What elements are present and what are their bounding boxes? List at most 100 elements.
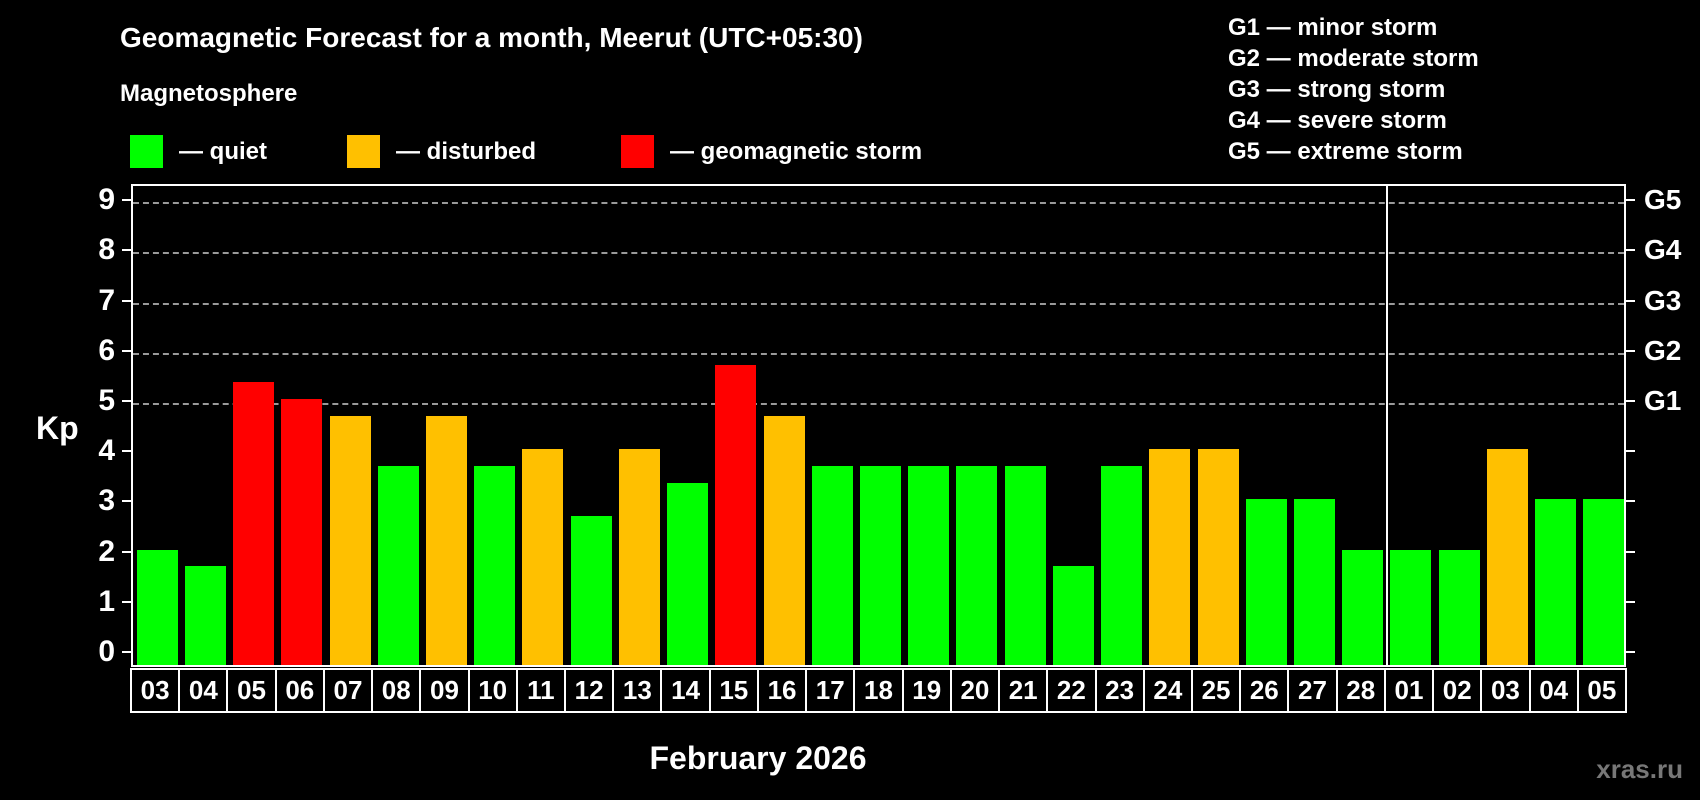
g-legend-row-2: G2 — moderate storm bbox=[1228, 45, 1479, 72]
legend-item-disturbed: — disturbed bbox=[347, 135, 536, 168]
y-tick-left-5 bbox=[122, 400, 131, 402]
y-tick-right-9 bbox=[1626, 199, 1635, 202]
y-tick-label-7: 7 bbox=[98, 283, 115, 317]
bar-27-day-02 bbox=[1438, 549, 1480, 665]
bar-14-day-17 bbox=[811, 465, 853, 665]
day-label-27-02: 02 bbox=[1432, 668, 1483, 713]
y-tick-label-5: 5 bbox=[98, 384, 115, 417]
bar-11-day-14 bbox=[667, 482, 709, 665]
watermark: xras.ru bbox=[1596, 754, 1683, 784]
quiet-color-swatch bbox=[130, 135, 163, 168]
day-label-12-15: 15 bbox=[708, 668, 759, 713]
day-label-29-04: 04 bbox=[1528, 668, 1579, 713]
y-tick-label-1: 1 bbox=[98, 584, 115, 618]
bar-4-day-07 bbox=[329, 415, 371, 665]
bar-20-day-23 bbox=[1101, 465, 1143, 665]
day-label-1-04: 04 bbox=[178, 668, 229, 713]
plot-area bbox=[131, 184, 1626, 667]
bar-8-day-11 bbox=[522, 449, 564, 665]
magnetosphere-label: Magnetosphere bbox=[120, 80, 298, 107]
gridline-G3 bbox=[133, 302, 1624, 305]
bar-21-day-24 bbox=[1149, 449, 1191, 665]
y-axis-title: Kp bbox=[36, 410, 79, 446]
bar-23-day-26 bbox=[1245, 499, 1287, 665]
y-tick-right-6 bbox=[1626, 349, 1635, 352]
y-tick-left-4 bbox=[122, 450, 131, 453]
day-label-15-18: 18 bbox=[853, 668, 904, 713]
bar-12-day-15 bbox=[715, 365, 757, 665]
bar-7-day-10 bbox=[474, 465, 516, 665]
y-tick-right-3 bbox=[1626, 500, 1635, 503]
bar-1-day-04 bbox=[184, 566, 226, 665]
y-tick-left-7 bbox=[122, 299, 131, 302]
g-axis-label-G4: G4 bbox=[1644, 234, 1682, 266]
y-tick-right-4 bbox=[1626, 450, 1635, 453]
bar-25-day-28 bbox=[1342, 549, 1384, 665]
disturbed-color-swatch bbox=[347, 135, 380, 168]
bar-3-day-06 bbox=[281, 399, 323, 665]
day-label-25-28: 28 bbox=[1335, 668, 1386, 713]
bar-28-day-03 bbox=[1486, 449, 1528, 665]
y-tick-label-8: 8 bbox=[98, 233, 115, 267]
day-label-2-05: 05 bbox=[226, 668, 277, 713]
y-tick-left-6 bbox=[122, 349, 131, 352]
day-label-24-27: 27 bbox=[1287, 668, 1338, 713]
bar-18-day-21 bbox=[1004, 465, 1046, 665]
day-label-21-24: 24 bbox=[1142, 668, 1193, 713]
y-tick-label-9: 9 bbox=[98, 183, 115, 217]
bar-17-day-20 bbox=[956, 465, 998, 665]
bar-19-day-22 bbox=[1052, 566, 1094, 665]
bar-26-day-01 bbox=[1390, 549, 1432, 665]
day-label-3-06: 06 bbox=[274, 668, 325, 713]
y-tick-right-5 bbox=[1626, 400, 1635, 402]
g-axis-label-G5: G5 bbox=[1644, 184, 1682, 216]
day-label-16-19: 19 bbox=[901, 668, 952, 713]
y-tick-label-2: 2 bbox=[98, 534, 115, 568]
bar-13-day-16 bbox=[763, 415, 805, 665]
month-separator-line bbox=[1385, 186, 1388, 665]
g-legend-row-3: G3 — strong storm bbox=[1228, 76, 1446, 103]
y-tick-left-9 bbox=[122, 199, 131, 202]
y-tick-left-1 bbox=[122, 600, 131, 603]
legend-item-storm: — geomagnetic storm bbox=[621, 135, 922, 168]
y-tick-label-4: 4 bbox=[98, 434, 115, 468]
g-legend-row-5: G5 — extreme storm bbox=[1228, 138, 1463, 165]
day-label-22-25: 25 bbox=[1190, 668, 1242, 713]
y-tick-label-3: 3 bbox=[98, 484, 115, 518]
g-scale-legend: G1 — minor storm G2 — moderate storm G3 — … bbox=[1228, 12, 1479, 167]
legend-label-storm: — geomagnetic storm bbox=[670, 137, 923, 165]
day-label-14-17: 17 bbox=[805, 668, 856, 713]
legend-item-quiet: — quiet bbox=[130, 135, 267, 168]
day-label-26-01: 01 bbox=[1383, 668, 1435, 713]
bar-16-day-19 bbox=[908, 465, 950, 665]
bar-10-day-13 bbox=[618, 449, 660, 665]
day-label-0-03: 03 bbox=[130, 668, 181, 713]
y-tick-left-2 bbox=[122, 550, 131, 553]
day-label-10-13: 13 bbox=[612, 668, 663, 713]
legend-label-disturbed: — disturbed bbox=[396, 137, 537, 165]
y-tick-left-3 bbox=[122, 500, 131, 503]
y-tick-label-0: 0 bbox=[98, 635, 115, 668]
bar-5-day-08 bbox=[377, 465, 419, 665]
day-label-6-09: 09 bbox=[419, 668, 470, 713]
y-tick-left-8 bbox=[122, 249, 131, 252]
bar-29-day-04 bbox=[1535, 499, 1577, 665]
bar-24-day-27 bbox=[1294, 499, 1336, 665]
y-tick-left-0 bbox=[122, 651, 131, 653]
month-label: February 2026 bbox=[649, 740, 867, 776]
g-axis-label-G2: G2 bbox=[1644, 334, 1682, 366]
y-tick-right-7 bbox=[1626, 299, 1635, 302]
gridline-G5 bbox=[133, 202, 1624, 205]
day-label-5-08: 08 bbox=[371, 668, 422, 713]
g-legend-row-4: G4 — severe storm bbox=[1228, 107, 1447, 134]
gridline-G1 bbox=[133, 403, 1624, 405]
bar-0-day-03 bbox=[136, 549, 178, 665]
day-label-9-12: 12 bbox=[564, 668, 615, 713]
day-label-30-05: 05 bbox=[1576, 668, 1627, 713]
g-legend-row-1: G1 — minor storm bbox=[1228, 14, 1438, 41]
day-label-13-16: 16 bbox=[756, 668, 808, 713]
bar-30-day-05 bbox=[1583, 499, 1625, 665]
storm-color-swatch bbox=[621, 135, 654, 168]
bar-9-day-12 bbox=[570, 515, 612, 665]
